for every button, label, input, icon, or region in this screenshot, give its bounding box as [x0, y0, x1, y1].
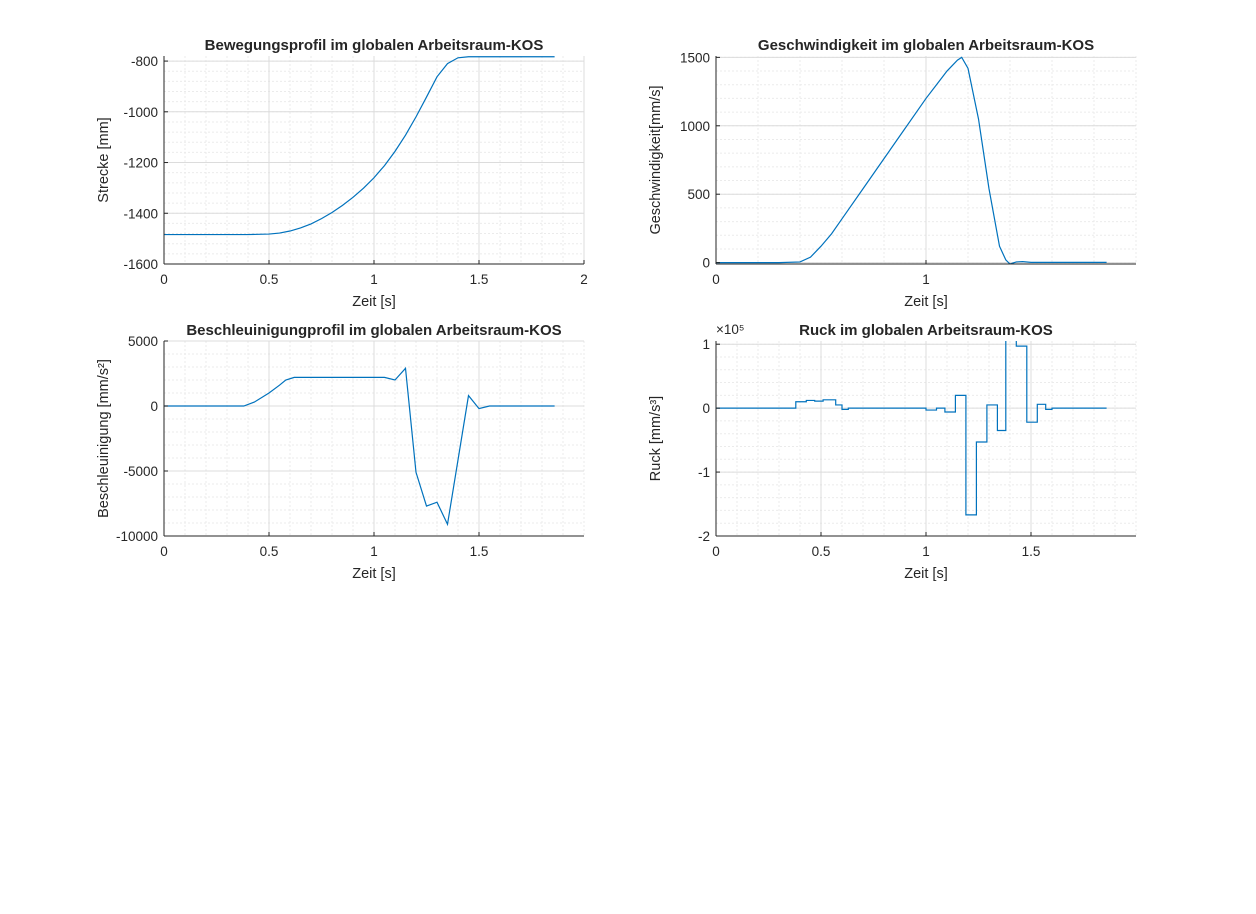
y-exponent-label: ×10⁵: [716, 322, 745, 337]
x-axis-label: Zeit [s]: [352, 294, 396, 310]
y-tick-label: -1600: [123, 257, 158, 272]
y-tick-label: -5000: [123, 464, 158, 479]
chart-title: Bewegungsprofil im globalen Arbeitsraum-…: [205, 37, 544, 54]
y-tick-label: 500: [687, 187, 710, 202]
x-axis-label: Zeit [s]: [904, 566, 948, 582]
subplot-1: 0 0.5 1 1.5 2 -1600 -1400 -1200 -1000 -800 Bewegun…: [96, 37, 588, 310]
chart-title: Ruck im globalen Arbeitsraum-KOS: [799, 322, 1053, 339]
y-tick-label: 0: [702, 401, 710, 416]
x-tick-label: 1: [370, 544, 378, 559]
y-axis-label: Beschleuinigung [mm/s²]: [96, 359, 112, 518]
y-tick-label: 1: [702, 337, 710, 352]
y-axis-label: Geschwindigkeit[mm/s]: [648, 85, 664, 234]
x-tick-label: 1.5: [470, 544, 489, 559]
y-tick-label: 0: [150, 399, 158, 414]
y-axis-label: Ruck [mm/s³]: [648, 396, 664, 481]
y-tick-label: -1: [698, 465, 710, 480]
chart-title: Beschleuinigungprofil im globalen Arbeit…: [186, 322, 561, 339]
y-axis-label: Strecke [mm]: [96, 117, 112, 202]
x-axis-label: Zeit [s]: [352, 566, 396, 582]
x-tick-label: 0: [160, 544, 168, 559]
x-tick-label: 1.5: [470, 272, 489, 287]
y-tick-label: -1200: [123, 156, 158, 171]
x-tick-label: 0: [160, 272, 168, 287]
y-tick-label: 1000: [680, 119, 710, 134]
y-tick-label: -10000: [116, 529, 158, 544]
series-line-1: [164, 56, 555, 236]
x-axis-label: Zeit [s]: [904, 294, 948, 310]
x-tick-label: 0.5: [812, 544, 831, 559]
y-tick-label: -1400: [123, 206, 158, 221]
subplot-4: 0 0.5 1 1.5 -2 -1 0 1 Ruck im globalen Arbeitsra…: [648, 322, 1137, 582]
subplot-2: 0 1 0 500 1000 1500 Geschwindigkeit im globale…: [648, 37, 1137, 310]
x-tick-label: 1: [370, 272, 378, 287]
x-tick-label: 0: [712, 544, 720, 559]
series-line-1: [716, 341, 1107, 516]
x-tick-label: 0.5: [260, 272, 279, 287]
subplot-3: 0 0.5 1 1.5 -10000 -5000 0 5000 Beschleuinigungp…: [96, 322, 585, 582]
y-tick-label: -2: [698, 529, 710, 544]
chart-title: Geschwindigkeit im globalen Arbeitsraum-…: [758, 37, 1094, 54]
y-tick-label: -800: [131, 54, 158, 69]
y-tick-label: 0: [702, 256, 710, 271]
y-tick-label: 5000: [128, 334, 158, 349]
x-tick-label: 1.5: [1022, 544, 1041, 559]
y-tick-label: -1000: [123, 105, 158, 120]
series-line-1: [164, 366, 555, 527]
x-tick-label: 1: [922, 544, 930, 559]
x-tick-label: 0: [712, 272, 720, 287]
x-tick-label: 2: [580, 272, 588, 287]
y-tick-label: 1500: [680, 50, 710, 65]
series-line-1: [716, 56, 1107, 264]
x-tick-label: 0.5: [260, 544, 279, 559]
x-tick-label: 1: [922, 272, 930, 287]
